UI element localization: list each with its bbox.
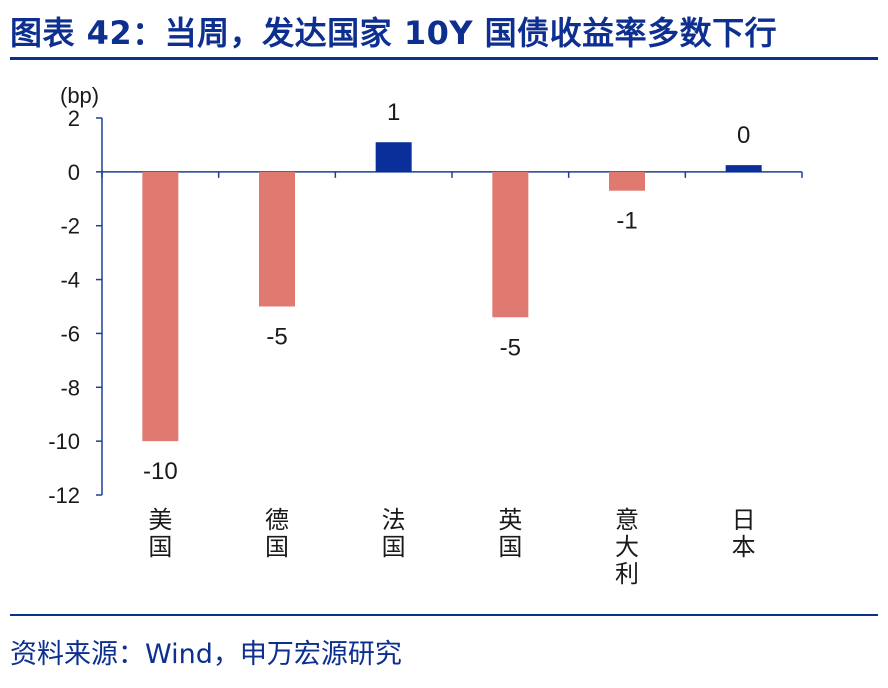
- category-glyph: 法: [382, 506, 406, 534]
- bar-1: [259, 171, 295, 307]
- category-glyph: 美: [148, 506, 172, 534]
- data-label: 0: [737, 122, 750, 149]
- bar-0: [142, 171, 179, 442]
- source-note: 资料来源：Wind，申万宏源研究: [10, 639, 402, 670]
- bar-2: [375, 142, 412, 172]
- source-rule: [10, 614, 878, 616]
- category-glyph: 本: [732, 533, 756, 561]
- y-tick-label: 0: [68, 160, 80, 185]
- y-tick-label: -12: [48, 483, 80, 508]
- y-tick-label: -2: [60, 214, 80, 239]
- bar-5: [725, 165, 762, 172]
- category-label: 美国: [148, 506, 172, 561]
- category-label: 法国: [382, 506, 406, 561]
- axis-layer: 20-2-4-6-8-10-12(bp): [48, 83, 803, 508]
- category-label: 英国: [498, 506, 522, 561]
- title-rule: [10, 57, 878, 60]
- category-glyph: 德: [265, 506, 289, 534]
- y-tick-label: -4: [60, 268, 80, 293]
- bar-chart: 20-2-4-6-8-10-12(bp) -10美国-5德国1法国-5英国-1意…: [48, 83, 803, 588]
- bar-layer: [142, 142, 762, 442]
- category-label: 日本: [732, 506, 756, 561]
- category-glyph: 日: [732, 506, 756, 534]
- category-glyph: 国: [265, 533, 289, 561]
- y-tick-label: -8: [60, 375, 80, 400]
- bar-4: [609, 171, 645, 191]
- category-glyph: 国: [382, 533, 406, 561]
- category-label: 德国: [265, 506, 289, 561]
- data-label: -5: [500, 334, 521, 361]
- y-tick-label: -6: [60, 321, 80, 346]
- category-glyph: 意: [615, 506, 639, 534]
- y-tick-label: 2: [68, 106, 80, 131]
- y-unit-label: (bp): [60, 83, 99, 108]
- category-glyph: 大: [615, 533, 639, 561]
- chart-title: 图表 42：当周，发达国家 10Y 国债收益率多数下行: [10, 14, 778, 52]
- data-label: -5: [266, 324, 287, 351]
- category-glyph: 国: [148, 533, 172, 561]
- category-glyph: 英: [498, 506, 522, 534]
- data-label: -10: [143, 458, 178, 485]
- category-glyph: 国: [498, 533, 522, 561]
- y-tick-label: -10: [48, 429, 80, 454]
- category-glyph: 利: [615, 560, 639, 588]
- data-label: -1: [616, 208, 637, 235]
- data-label: 1: [387, 99, 400, 126]
- bar-3: [492, 171, 529, 318]
- category-label: 意大利: [615, 506, 639, 588]
